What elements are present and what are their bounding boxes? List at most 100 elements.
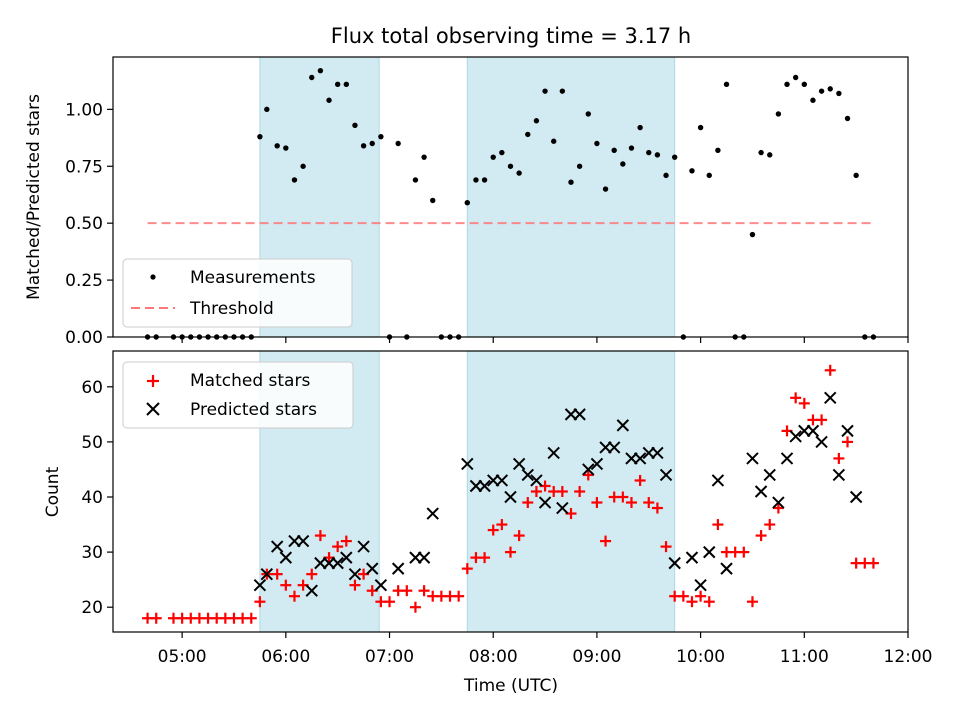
matched-star-marker	[288, 590, 300, 602]
measurement-point	[533, 118, 540, 124]
measurement-point	[343, 81, 350, 88]
measurement-point	[792, 74, 799, 81]
x-axis-label: Time (UTC)	[463, 676, 558, 696]
measurement-point	[594, 140, 600, 147]
measurement-point	[334, 81, 341, 88]
legend-predicted-label: Predicted stars	[190, 400, 317, 420]
predicted-star-marker	[685, 551, 699, 564]
measurement-point	[559, 88, 566, 94]
matched-star-marker	[660, 541, 672, 553]
measurement-point	[801, 81, 808, 88]
matched-star-marker	[556, 486, 568, 497]
predicted-star-marker	[832, 468, 846, 482]
measurement-point	[654, 152, 661, 158]
top-axes-frame	[112, 56, 909, 338]
matched-star-marker	[574, 486, 586, 497]
legend-measurements-label: Measurements	[190, 268, 316, 288]
measurement-point	[412, 177, 419, 183]
predicted-star-marker	[582, 463, 595, 476]
matched-star-marker	[513, 530, 525, 542]
measurement-point	[671, 154, 678, 160]
predicted-star-marker	[633, 452, 647, 465]
predicted-star-marker	[841, 424, 854, 438]
predicted-star-marker	[668, 556, 681, 570]
bottom-y-ticks: 20 30 40 50 60	[81, 378, 113, 618]
matched-star-marker	[306, 568, 318, 580]
measurement-point	[723, 81, 730, 88]
measurement-point	[818, 88, 825, 94]
predicted-star-marker	[711, 474, 725, 487]
matched-star-marker	[842, 436, 854, 448]
measurement-point	[853, 172, 859, 179]
predicted-star-marker	[815, 435, 828, 449]
bottom-y-axis-label: Count	[43, 466, 63, 517]
measurement-point	[274, 143, 280, 149]
matched-star-marker	[254, 596, 266, 608]
matched-star-marker	[867, 557, 879, 569]
matched-star-marker	[677, 590, 689, 602]
measurement-point	[611, 147, 617, 154]
matched-star-marker	[790, 392, 802, 404]
measurement-point	[507, 163, 514, 169]
measurement-point	[836, 90, 842, 97]
measurement-point	[775, 111, 782, 117]
measurement-point	[715, 147, 721, 154]
predicted-star-marker	[279, 551, 293, 564]
measurement-point	[421, 154, 427, 160]
matched-star-marker	[582, 469, 594, 481]
bottom-legend-box	[122, 361, 354, 429]
predicted-star-marker	[504, 490, 517, 504]
x-tick-label: 06:00	[261, 647, 310, 667]
shaded-interval	[466, 350, 676, 633]
bottom-panel: 20 30 40 50 60 05:00 06:00 07:00 08:00 09:00 10:0…	[43, 350, 933, 696]
top-y-tick-label: 0.50	[65, 214, 103, 234]
measurement-point	[697, 124, 704, 131]
bottom-x-ticks: 05:00 06:00 07:00 08:00 09:00 10:00 11:00 12:00	[158, 632, 933, 667]
measurement-point	[706, 172, 712, 179]
predicted-star-marker	[556, 501, 569, 515]
measurement-point	[464, 199, 470, 206]
top-x-ticks	[181, 337, 909, 343]
matched-star-marker	[651, 502, 663, 514]
bottom-axes-frame	[112, 350, 909, 633]
matched-star-marker	[816, 414, 828, 426]
matched-star-marker	[401, 585, 413, 597]
top-y-tick-label: 0.75	[65, 157, 103, 177]
predicted-star-marker	[772, 496, 785, 509]
predicted-star-marker	[260, 567, 274, 581]
predicted-star-marker	[849, 490, 863, 504]
bottom-y-tick-label: 30	[81, 543, 103, 563]
predicted-star-marker	[780, 452, 794, 465]
x-tick-label: 12:00	[884, 647, 933, 667]
matched-star-marker	[764, 519, 776, 531]
measurement-point	[300, 163, 306, 169]
predicted-star-marker	[573, 408, 586, 421]
x-tick-label: 11:00	[780, 647, 829, 667]
predicted-star-marker	[305, 584, 318, 597]
matched-star-marker	[271, 568, 283, 580]
predicted-star-marker	[495, 474, 509, 487]
top-legend-box	[122, 258, 353, 328]
predicted-star-marker	[789, 430, 802, 443]
measurement-point	[585, 111, 591, 117]
measurement-point	[490, 154, 496, 160]
matched-star-marker	[591, 497, 603, 509]
predicted-star-marker	[391, 562, 405, 575]
predicted-star-marker	[607, 441, 621, 454]
measurement-point	[568, 179, 574, 185]
matched-star-marker	[695, 590, 707, 602]
predicted-star-marker	[426, 507, 439, 520]
matched-star-marker	[755, 530, 767, 542]
predicted-star-marker	[296, 534, 310, 548]
predicted-star-marker	[720, 562, 733, 575]
predicted-star-marker	[478, 479, 491, 493]
measurement-point	[767, 152, 773, 158]
matched-star-marker	[712, 519, 724, 531]
measurement-point	[430, 197, 436, 204]
matched-star-marker	[703, 596, 715, 608]
predicted-star-marker	[357, 540, 370, 553]
measurement-point	[784, 81, 790, 88]
measurement-point	[264, 106, 270, 113]
measurement-point	[473, 177, 479, 183]
predicted-star-marker	[824, 391, 837, 405]
